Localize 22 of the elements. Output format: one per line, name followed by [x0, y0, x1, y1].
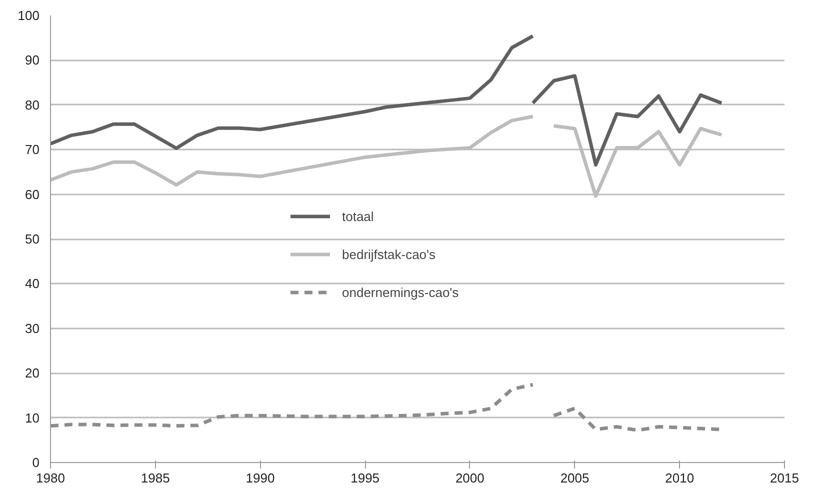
y-tick-label: 80 — [25, 97, 40, 112]
x-tick-label: 1995 — [350, 470, 380, 486]
x-tick-label: 1990 — [246, 470, 275, 486]
legend-label: ondernemings-cao's — [342, 284, 459, 300]
y-tick-label: 60 — [25, 186, 40, 202]
x-tick-label: 2015 — [770, 470, 799, 486]
x-tick-label: 2000 — [455, 470, 484, 486]
y-tick-label: 70 — [25, 142, 40, 158]
y-tick-label: 20 — [25, 366, 40, 381]
y-tick-label: 0 — [32, 455, 40, 470]
y-tick-label: 100 — [18, 8, 40, 23]
x-tick-label: 1980 — [36, 470, 65, 486]
x-tick-label: 2010 — [665, 470, 694, 486]
x-tick-label: 1985 — [140, 470, 170, 486]
x-tick-label: 2005 — [560, 470, 590, 486]
y-tick-label: 90 — [25, 52, 40, 68]
y-tick-label: 30 — [25, 320, 40, 336]
y-tick-label: 40 — [25, 276, 40, 292]
y-tick-label: 10 — [25, 410, 40, 426]
legend-label: totaal — [342, 208, 374, 224]
legend-label: bedrijfstak-cao's — [342, 246, 436, 262]
y-tick-label: 50 — [25, 232, 40, 246]
